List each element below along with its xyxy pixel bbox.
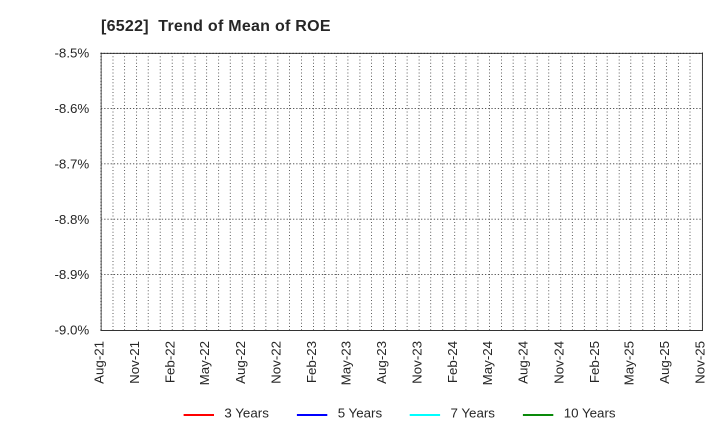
svg-text:-8.9%: -8.9%	[54, 267, 89, 282]
svg-text:Aug-24: Aug-24	[516, 340, 531, 384]
svg-text:Nov-22: Nov-22	[268, 341, 283, 384]
svg-text:Nov-25: Nov-25	[693, 341, 708, 384]
svg-text:Nov-24: Nov-24	[551, 340, 566, 384]
svg-text:May-24: May-24	[480, 340, 495, 385]
svg-text:-8.6%: -8.6%	[54, 101, 89, 116]
svg-text:Nov-21: Nov-21	[127, 341, 142, 384]
svg-text:10 Years: 10 Years	[564, 405, 616, 420]
svg-text:[6522] Trend of Mean of ROE: [6522] Trend of Mean of ROE	[101, 18, 331, 35]
svg-text:-9.0%: -9.0%	[54, 323, 89, 338]
svg-text:Feb-23: Feb-23	[304, 341, 319, 383]
svg-text:Aug-23: Aug-23	[374, 341, 389, 384]
svg-text:3 Years: 3 Years	[224, 405, 269, 420]
svg-text:May-25: May-25	[621, 341, 636, 385]
svg-text:May-22: May-22	[197, 341, 212, 385]
svg-text:Aug-25: Aug-25	[657, 341, 672, 384]
svg-text:-8.7%: -8.7%	[54, 156, 89, 171]
svg-text:7 Years: 7 Years	[451, 405, 496, 420]
svg-text:-8.5%: -8.5%	[54, 46, 89, 61]
svg-text:Aug-22: Aug-22	[233, 341, 248, 384]
svg-text:Feb-25: Feb-25	[587, 341, 602, 383]
svg-text:-8.8%: -8.8%	[54, 212, 89, 227]
svg-text:Feb-22: Feb-22	[163, 341, 178, 383]
svg-text:Aug-21: Aug-21	[92, 341, 107, 384]
svg-text:Feb-24: Feb-24	[445, 340, 460, 383]
svg-text:May-23: May-23	[338, 341, 353, 385]
svg-text:5 Years: 5 Years	[338, 405, 383, 420]
svg-text:Nov-23: Nov-23	[410, 341, 425, 384]
